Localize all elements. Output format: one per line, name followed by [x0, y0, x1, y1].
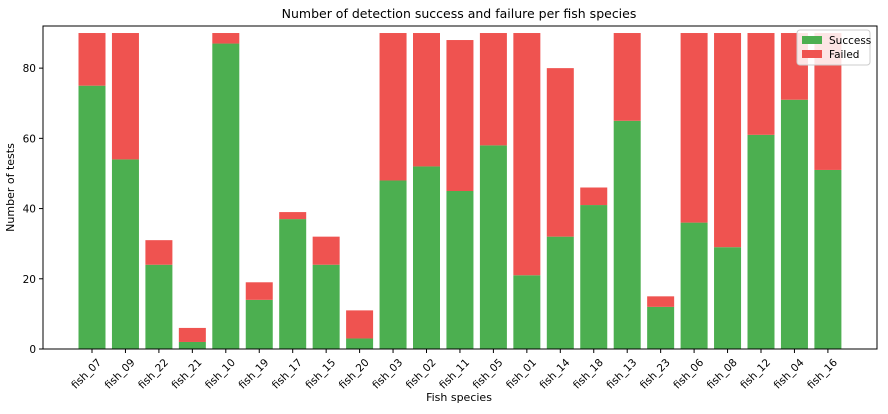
- bar-success-fish_14: [546, 236, 574, 349]
- bar-success-fish_05: [479, 145, 507, 349]
- bar-failed-fish_06: [680, 33, 708, 223]
- bar-failed-fish_05: [479, 33, 507, 146]
- bar-success-fish_07: [78, 85, 106, 350]
- y-tick-label: 80: [23, 63, 36, 75]
- x-tick-label-fish_15: fish_15: [303, 357, 338, 392]
- bar-success-fish_10: [212, 43, 240, 350]
- x-tick-label-fish_13: fish_13: [604, 357, 639, 392]
- bar-failed-fish_01: [513, 33, 541, 276]
- bar-success-fish_11: [446, 191, 474, 349]
- bar-failed-fish_21: [178, 327, 206, 342]
- x-tick-label-fish_23: fish_23: [638, 357, 673, 392]
- bar-failed-fish_18: [580, 187, 608, 206]
- bar-success-fish_01: [513, 275, 541, 349]
- bar-failed-fish_19: [245, 282, 273, 300]
- x-tick-label-fish_14: fish_14: [538, 356, 573, 391]
- x-tick-label-fish_02: fish_02: [404, 357, 439, 392]
- x-axis-label: Fish species: [426, 391, 492, 404]
- bar-failed-fish_17: [279, 212, 307, 220]
- x-tick-label-fish_10: fish_10: [203, 357, 238, 392]
- bar-success-fish_03: [379, 180, 407, 349]
- x-tick-label-fish_16: fish_16: [805, 356, 840, 391]
- y-tick-label: 40: [23, 204, 36, 216]
- bar-failed-fish_12: [747, 33, 775, 135]
- bar-failed-fish_02: [413, 33, 440, 167]
- bar-failed-fish_20: [346, 310, 374, 339]
- bar-success-fish_04: [780, 99, 808, 349]
- bar-success-fish_22: [145, 264, 173, 349]
- x-tick-label-fish_03: fish_03: [370, 357, 405, 392]
- x-tick-label-fish_22: fish_22: [136, 357, 171, 392]
- bar-success-fish_12: [747, 134, 775, 349]
- bar-failed-fish_03: [379, 33, 407, 181]
- x-tick-label-fish_17: fish_17: [270, 357, 305, 392]
- bar-failed-fish_09: [111, 33, 139, 160]
- legend-swatch-failed: [802, 50, 822, 58]
- bar-failed-fish_15: [312, 236, 340, 265]
- y-tick-label: 0: [29, 344, 36, 356]
- bar-failed-fish_07: [78, 33, 106, 86]
- x-tick-label-fish_09: fish_09: [103, 357, 138, 392]
- x-tick-label-fish_11: fish_11: [437, 357, 472, 392]
- bar-success-fish_18: [580, 205, 608, 349]
- chart-title: Number of detection success and failure …: [282, 6, 637, 21]
- bar-success-fish_17: [279, 219, 307, 349]
- x-tick-label-fish_05: fish_05: [471, 357, 506, 392]
- bars-layer: [78, 33, 842, 350]
- y-axis: 0 20 40 60 80: [23, 63, 43, 356]
- bar-success-fish_06: [680, 222, 708, 349]
- x-tick-label-fish_04: fish_04: [772, 356, 807, 391]
- y-tick-label: 20: [23, 274, 36, 286]
- bar-success-fish_21: [178, 341, 206, 349]
- legend-swatch-success: [802, 36, 822, 44]
- bar-failed-fish_13: [613, 33, 641, 121]
- bar-success-fish_13: [613, 120, 641, 349]
- bar-success-fish_16: [814, 169, 842, 349]
- bar-success-fish_02: [413, 166, 440, 349]
- bar-failed-fish_11: [446, 40, 474, 192]
- bar-success-fish_09: [111, 159, 139, 349]
- x-tick-label-fish_21: fish_21: [170, 357, 205, 392]
- bar-failed-fish_23: [647, 296, 675, 307]
- x-tick-label-fish_06: fish_06: [671, 356, 706, 391]
- x-axis: fish_07fish_09fish_22fish_21fish_10fish_…: [69, 349, 840, 392]
- bar-failed-fish_22: [145, 240, 173, 265]
- bar-success-fish_08: [714, 247, 742, 349]
- legend-label-failed: Failed: [829, 49, 859, 61]
- x-tick-label-fish_18: fish_18: [571, 357, 606, 392]
- bar-failed-fish_14: [546, 68, 574, 237]
- bar-failed-fish_08: [714, 33, 742, 248]
- x-tick-label-fish_08: fish_08: [705, 357, 740, 392]
- x-tick-label-fish_07: fish_07: [69, 357, 104, 392]
- legend: Success Failed: [796, 29, 871, 66]
- x-tick-label-fish_19: fish_19: [236, 357, 271, 392]
- legend-label-success: Success: [829, 35, 871, 47]
- x-tick-label-fish_12: fish_12: [738, 357, 773, 392]
- x-tick-label-fish_01: fish_01: [504, 357, 539, 392]
- x-tick-label-fish_20: fish_20: [337, 357, 372, 392]
- y-tick-label: 60: [23, 133, 36, 145]
- bar-failed-fish_10: [212, 33, 240, 44]
- bar-success-fish_23: [647, 306, 675, 349]
- bar-success-fish_20: [346, 338, 374, 349]
- bar-success-fish_19: [245, 299, 273, 349]
- y-axis-label: Number of tests: [4, 143, 17, 232]
- bar-success-fish_15: [312, 264, 340, 349]
